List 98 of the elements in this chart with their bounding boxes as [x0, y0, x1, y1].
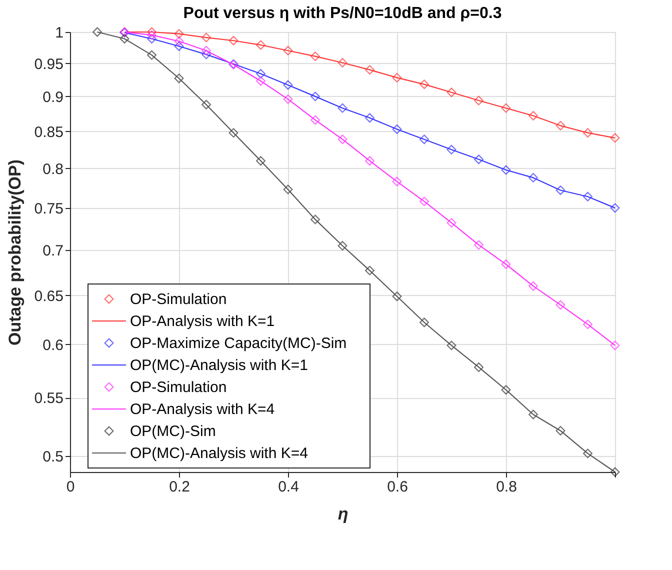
point: [420, 318, 429, 328]
legend-label: OP-Maximize Capacity(MC)-Sim: [130, 335, 347, 352]
x-tick-label: 0: [66, 478, 75, 496]
point: [202, 32, 211, 42]
point: [338, 58, 348, 68]
point: [256, 69, 266, 78]
point: [256, 76, 266, 86]
y-tick-label: 0.8: [42, 160, 64, 178]
point: [556, 426, 566, 436]
x-tick-label: 0.4: [278, 478, 299, 496]
point: [474, 154, 484, 164]
y-axis-title: Outage probability(OP): [5, 159, 24, 346]
point: [420, 134, 429, 144]
point: [583, 320, 592, 330]
point: [528, 281, 538, 291]
legend-label: OP(MC)-Sim: [130, 423, 216, 440]
point: [610, 133, 620, 143]
point: [583, 448, 592, 458]
point: [610, 340, 620, 350]
point: [147, 27, 156, 37]
point: [310, 214, 320, 224]
point: [202, 50, 211, 60]
point: [365, 156, 374, 166]
point: [174, 74, 184, 84]
point: [147, 30, 156, 40]
legend-label: OP-Simulation: [130, 379, 227, 396]
point: [120, 34, 130, 44]
x-tick-label: 0.8: [496, 478, 517, 496]
point: [365, 65, 374, 75]
y-tick-label: 0.95: [34, 56, 64, 73]
point: [256, 156, 266, 166]
point: [528, 172, 538, 182]
point: [147, 50, 156, 60]
legend-label: OP(MC)-Analysis with K=4: [130, 445, 308, 462]
point: [338, 241, 348, 251]
point: [310, 52, 320, 62]
legend-label: OP-Simulation: [130, 291, 227, 308]
point: [338, 103, 348, 113]
point: [583, 128, 592, 138]
y-tick-label: 1: [55, 24, 64, 42]
y-tick-label: 0.9: [42, 88, 64, 106]
point: [392, 292, 402, 302]
point: [202, 100, 211, 110]
point: [583, 192, 592, 202]
point: [501, 103, 511, 113]
x-axis-title: η: [338, 504, 348, 524]
y-tick-label: 0.6: [42, 336, 64, 354]
point: [528, 410, 538, 420]
point: [147, 34, 156, 44]
point: [174, 29, 184, 39]
point: [392, 124, 402, 134]
point: [310, 115, 320, 125]
x-tick-label: 0.2: [169, 478, 190, 496]
point: [365, 113, 374, 123]
y-tick-label: 0.85: [34, 124, 64, 141]
point: [446, 144, 456, 154]
point: [446, 218, 456, 228]
point: [501, 385, 511, 395]
point: [283, 80, 293, 90]
y-tick-label: 0.5: [42, 448, 64, 466]
point: [420, 196, 429, 206]
point: [528, 111, 538, 120]
legend-label: OP-Analysis with K=1: [130, 313, 275, 330]
y-tick-label: 0.75: [34, 200, 64, 218]
point: [228, 36, 238, 46]
point: [202, 46, 211, 56]
point: [420, 80, 429, 90]
point: [283, 46, 293, 56]
y-tick-label: 0.55: [34, 390, 64, 408]
point: [556, 300, 566, 310]
point: [256, 40, 266, 50]
point: [610, 203, 620, 213]
legend-label: OP-Analysis with K=4: [130, 401, 275, 418]
point: [174, 41, 184, 51]
point: [474, 362, 484, 372]
y-tick-label: 0.65: [34, 288, 64, 305]
x-tick-label: 0.6: [387, 478, 408, 496]
chart-title: Pout versus η with Ps/N0=10dB and ρ=0.3: [183, 5, 502, 22]
point: [174, 36, 184, 46]
point: [92, 27, 102, 37]
point: [446, 88, 456, 98]
point: [556, 186, 566, 195]
point: [474, 96, 484, 106]
point: [283, 184, 293, 194]
point: [228, 128, 238, 138]
point: [392, 176, 402, 186]
point: [501, 165, 511, 175]
point: [365, 266, 374, 276]
legend-label: OP(MC)-Analysis with K=1: [130, 357, 308, 374]
point: [556, 120, 566, 130]
point: [501, 260, 511, 269]
point: [392, 72, 402, 82]
point: [310, 92, 320, 102]
point: [338, 134, 348, 144]
point: [474, 240, 484, 250]
y-tick-label: 0.7: [42, 242, 64, 260]
point: [283, 94, 293, 104]
point: [446, 340, 456, 350]
